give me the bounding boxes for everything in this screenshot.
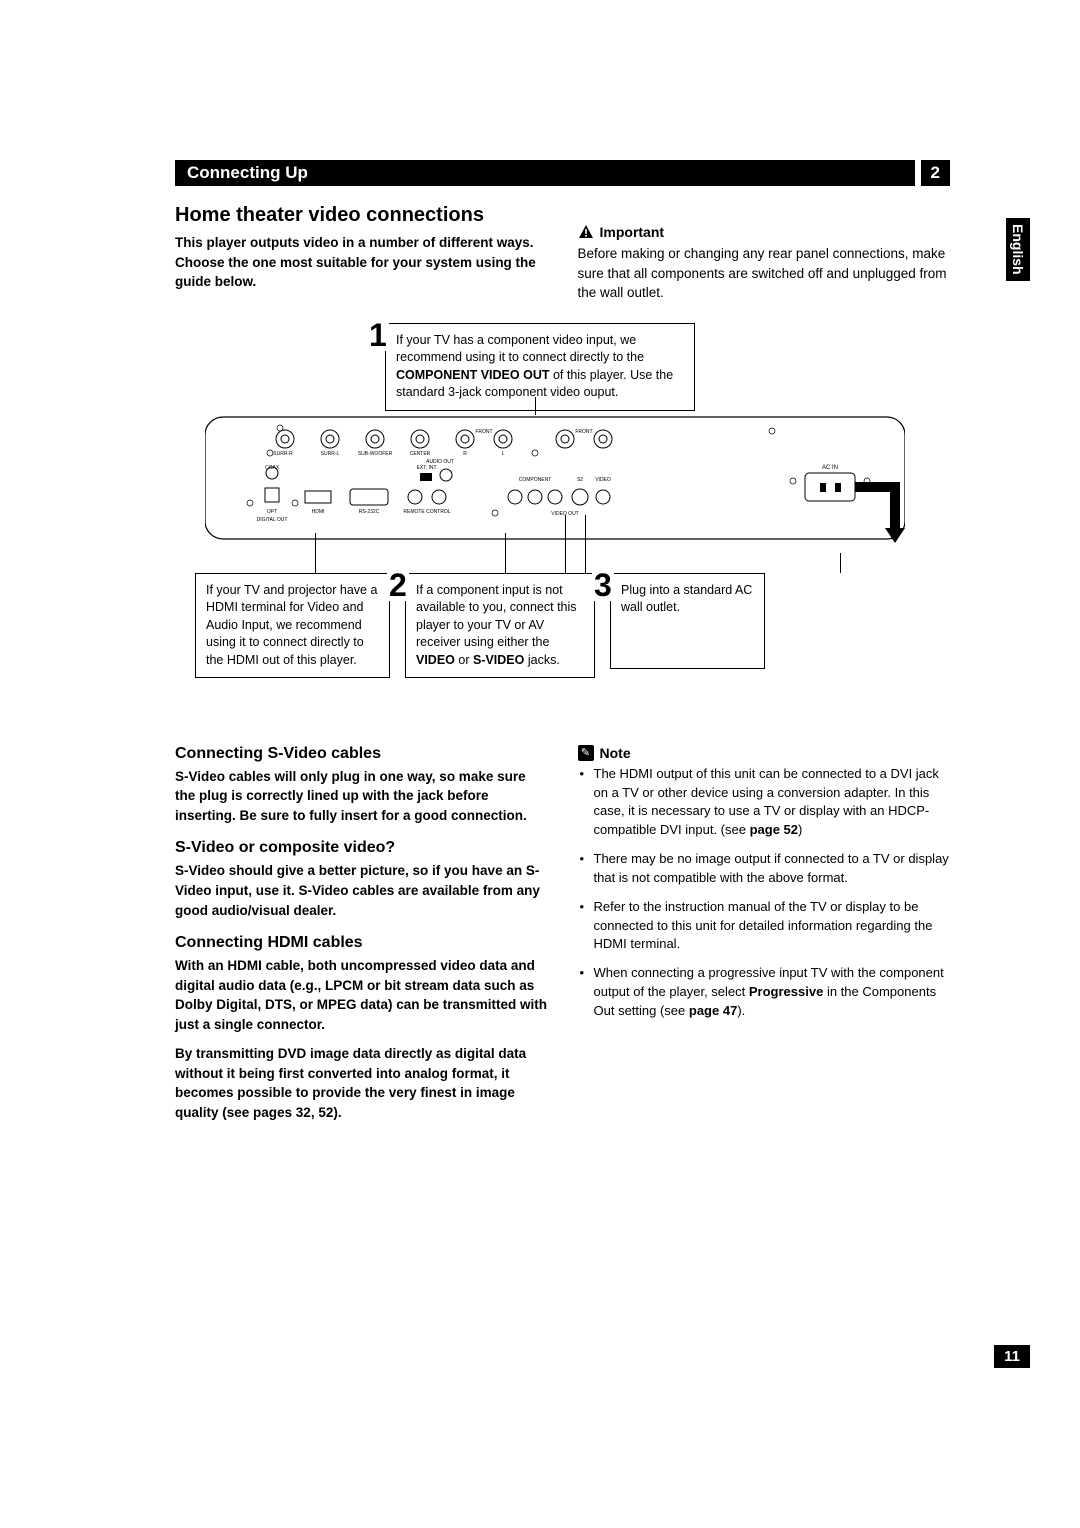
body-row: Connecting S-Video cables S-Video cables… (175, 731, 950, 1123)
svg-text:SURR-L: SURR-L (321, 451, 340, 457)
hdmi-text-2: By transmitting DVD image data directly … (175, 1044, 548, 1122)
svg-text:SUB-WOOFER: SUB-WOOFER (358, 451, 393, 457)
callout-ac: Plug into a standard AC wall outlet. (610, 573, 765, 669)
svg-text:FRONT: FRONT (575, 429, 592, 435)
svg-text:DIGITAL OUT: DIGITAL OUT (257, 517, 288, 523)
chapter-number: 2 (921, 160, 950, 186)
callout2-e: jacks. (524, 653, 559, 667)
warning-icon (578, 224, 594, 240)
leader (315, 533, 316, 573)
svg-text:CENTER: CENTER (410, 451, 431, 457)
note-item: There may be no image output if connecte… (578, 850, 951, 888)
body-right: ✎ Note The HDMI output of this unit can … (578, 731, 951, 1123)
callout1-text-a: If your TV has a component video input, … (396, 333, 644, 365)
svg-text:COMPONENT: COMPONENT (519, 477, 552, 483)
intro-left: Home theater video connections This play… (175, 204, 548, 303)
note-label-row: ✎ Note (578, 745, 951, 761)
svg-text:HDMI: HDMI (312, 509, 325, 515)
callout-hdmi: If your TV and projector have a HDMI ter… (195, 573, 390, 679)
important-label: Important (600, 224, 665, 240)
hdmi-heading: Connecting HDMI cables (175, 934, 548, 952)
callout2-a: If a component input is not available to… (416, 583, 577, 650)
note-label: Note (600, 745, 631, 761)
svg-text:EXT. INT.: EXT. INT. (417, 465, 438, 471)
svideo-vs-text: S-Video should give a better picture, so… (175, 861, 548, 920)
note-item: Refer to the instruction manual of the T… (578, 898, 951, 955)
callout-component-video: If your TV has a component video input, … (385, 323, 695, 411)
callout1-text-b: COMPONENT VIDEO OUT (396, 368, 549, 382)
hdmi-text-1: With an HDMI cable, both uncompressed vi… (175, 956, 548, 1034)
svg-text:RS-232C: RS-232C (359, 509, 380, 515)
svg-text:SURR-R: SURR-R (273, 451, 293, 457)
callout2-d: S-VIDEO (473, 653, 524, 667)
notes-list: The HDMI output of this unit can be conn… (578, 765, 951, 1021)
intro-row: Home theater video connections This play… (175, 204, 950, 303)
callout-number-3: 3 (592, 569, 614, 601)
chapter-header: Connecting Up 2 (175, 160, 950, 186)
callout3-text: Plug into a standard AC wall outlet. (621, 583, 752, 615)
callout-hdmi-text: If your TV and projector have a HDMI ter… (206, 583, 377, 667)
leader (585, 515, 586, 573)
callout-video-svideo: If a component input is not available to… (405, 573, 595, 679)
svg-text:COAX: COAX (265, 465, 280, 471)
connection-diagram: If your TV has a component video input, … (175, 323, 950, 713)
important-text: Before making or changing any rear panel… (578, 244, 951, 303)
note-item: The HDMI output of this unit can be conn… (578, 765, 951, 840)
svg-text:L: L (502, 451, 505, 457)
intro-right: Important Before making or changing any … (578, 204, 951, 303)
svg-text:REMOTE CONTROL: REMOTE CONTROL (403, 509, 450, 515)
svideo-heading: Connecting S-Video cables (175, 745, 548, 763)
svg-text:OPT: OPT (267, 509, 277, 515)
callout-number-2: 2 (387, 569, 409, 601)
callout2-c: or (455, 653, 473, 667)
leader (505, 533, 506, 573)
svideo-vs-heading: S-Video or composite video? (175, 839, 548, 857)
leader (565, 515, 566, 573)
note-icon: ✎ (578, 745, 594, 761)
main-heading: Home theater video connections (175, 204, 548, 227)
leader (535, 397, 536, 415)
intro-text: This player outputs video in a number of… (175, 233, 548, 292)
svg-text:AC IN: AC IN (822, 465, 838, 471)
rear-panel-illustration: SURR-R SURR-L SUB-WOOFER CENTER FRONT R … (205, 413, 905, 543)
svideo-text: S-Video cables will only plug in one way… (175, 767, 548, 826)
svg-text:VIDEO: VIDEO (595, 477, 611, 483)
svg-text:S2: S2 (577, 477, 583, 483)
note-item: When connecting a progressive input TV w… (578, 964, 951, 1021)
leader (840, 553, 841, 573)
language-tab: English (1006, 218, 1030, 281)
body-left: Connecting S-Video cables S-Video cables… (175, 731, 548, 1123)
important-label-row: Important (578, 224, 951, 240)
svg-text:FRONT: FRONT (475, 429, 492, 435)
callout-number-1: 1 (367, 319, 389, 351)
page-number: 11 (994, 1345, 1030, 1368)
callout2-b: VIDEO (416, 653, 455, 667)
svg-text:R: R (463, 451, 467, 457)
chapter-title: Connecting Up (175, 160, 915, 186)
